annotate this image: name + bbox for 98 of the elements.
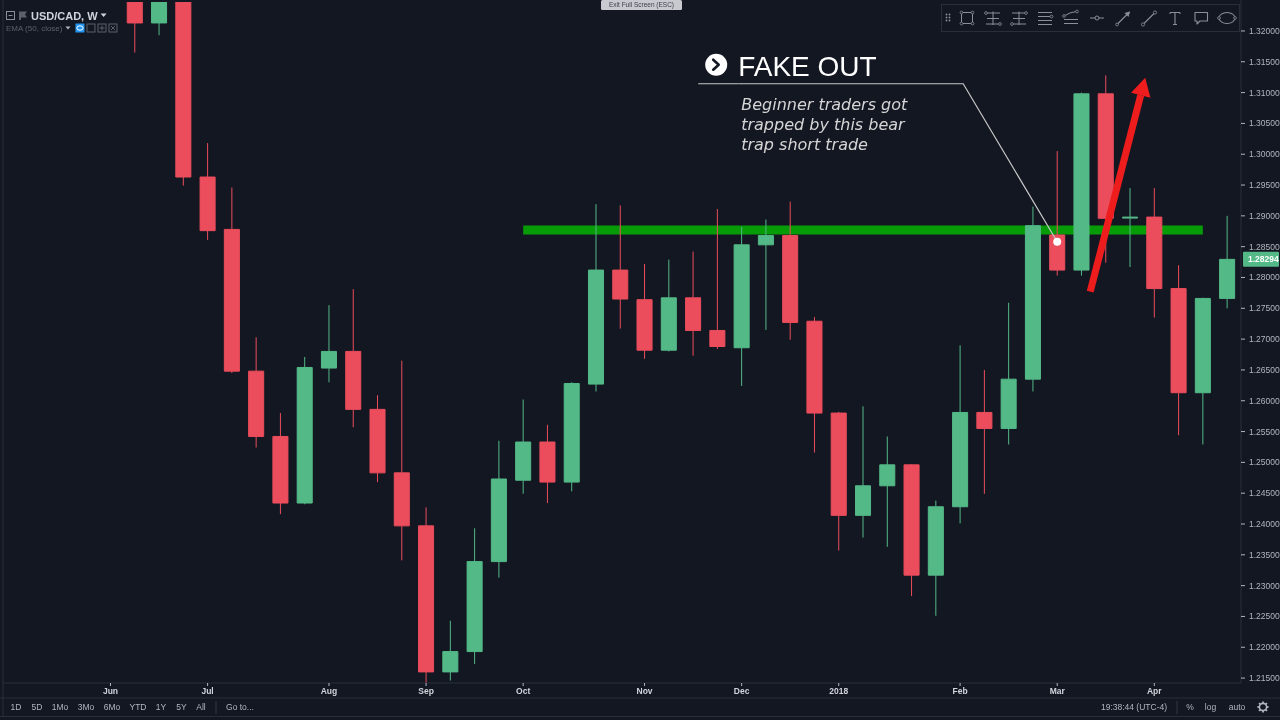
candlestick bbox=[1219, 215, 1236, 309]
candlestick bbox=[1194, 297, 1211, 445]
text: USD/CAD, W bbox=[31, 9, 99, 22]
candlestick bbox=[248, 336, 265, 449]
candlestick bbox=[539, 424, 556, 504]
candlestick bbox=[927, 500, 944, 617]
text: 19:38:44 (UTC-4) bbox=[1100, 702, 1168, 712]
text: 1Mo bbox=[51, 702, 69, 712]
x-tick-label: Aug bbox=[320, 685, 338, 696]
text: auto bbox=[1228, 702, 1246, 712]
y-tick-label: 1.30000 bbox=[1249, 149, 1280, 160]
y-tick-label: 1.30500 bbox=[1249, 118, 1280, 129]
text: 1Y bbox=[155, 702, 167, 712]
y-tick-label: 1.31000 bbox=[1249, 87, 1280, 98]
x-tick-label: Nov bbox=[636, 685, 653, 696]
candlestick bbox=[369, 394, 386, 483]
x-tick-label: Mar bbox=[1049, 685, 1066, 696]
candlestick bbox=[1170, 264, 1187, 436]
text: 3Mo bbox=[77, 702, 95, 712]
annotation: Beginner traders got trapped by this bear trap short trade bbox=[741, 94, 909, 154]
x-tick-label: Oct bbox=[516, 685, 531, 696]
candlestick bbox=[199, 142, 216, 241]
text: YTD bbox=[129, 702, 147, 712]
y-tick-label: 1.26000 bbox=[1249, 395, 1280, 406]
y-tick-label: 1.24000 bbox=[1249, 519, 1280, 529]
candlestick bbox=[757, 219, 774, 331]
x-tick-label: Dec bbox=[733, 685, 750, 696]
candlestick bbox=[296, 356, 313, 505]
candlestick bbox=[587, 203, 605, 392]
candlestick bbox=[563, 381, 580, 492]
y-tick-label: 1.31500 bbox=[1249, 56, 1280, 67]
candlestick bbox=[976, 369, 993, 495]
candlestick bbox=[1097, 74, 1114, 264]
x-tick-label: Jun bbox=[102, 685, 119, 696]
y-tick-label: 1.25000 bbox=[1249, 457, 1280, 468]
candlestick bbox=[1073, 92, 1090, 277]
candlestick bbox=[612, 204, 629, 330]
candlestick bbox=[490, 440, 507, 579]
candlestick bbox=[1122, 187, 1139, 268]
candlestick bbox=[903, 463, 920, 597]
candlestick bbox=[782, 201, 799, 341]
candlestick bbox=[1146, 187, 1163, 319]
x-tick-label: Sep bbox=[418, 685, 434, 696]
candlestick bbox=[685, 251, 702, 357]
candlestick bbox=[151, 2, 168, 36]
candlestick bbox=[709, 208, 726, 350]
x-tick-label: Feb bbox=[952, 685, 968, 696]
candlestick bbox=[660, 259, 677, 352]
y-tick-label: 1.26500 bbox=[1249, 364, 1280, 375]
y-tick-label: 1.25500 bbox=[1249, 426, 1280, 437]
candlestick bbox=[223, 187, 240, 374]
candlestick bbox=[175, 2, 192, 187]
y-tick-label: 1.29000 bbox=[1249, 210, 1280, 221]
y-tick-label: 1.22000 bbox=[1249, 642, 1280, 653]
candlestick bbox=[1000, 302, 1017, 445]
text: 6Mo bbox=[103, 702, 121, 712]
x-tick-label: Jul bbox=[201, 685, 214, 696]
candlestick bbox=[418, 506, 435, 683]
candlestick bbox=[854, 405, 872, 539]
y-tick-label: 1.24500 bbox=[1249, 488, 1280, 499]
y-tick-label: 1.28500 bbox=[1249, 241, 1280, 252]
x-tick-label: Apr bbox=[1146, 685, 1163, 696]
text: Go to... bbox=[226, 702, 254, 712]
candlestick bbox=[830, 411, 847, 551]
text: 1.28294 bbox=[1248, 254, 1279, 265]
y-tick-label: 1.23500 bbox=[1249, 549, 1280, 560]
y-tick-label: 1.21500 bbox=[1249, 673, 1280, 684]
candlestick bbox=[879, 435, 896, 548]
candlestick bbox=[442, 620, 459, 682]
candlestick bbox=[952, 344, 969, 524]
text: 5Y bbox=[176, 702, 188, 712]
candlestick bbox=[636, 263, 653, 360]
candlestick bbox=[1024, 206, 1041, 392]
y-tick-label: 1.29500 bbox=[1249, 180, 1280, 191]
candlestick bbox=[466, 527, 483, 665]
y-tick-label: 1.27500 bbox=[1249, 303, 1280, 314]
candlestick bbox=[806, 316, 823, 454]
y-tick-label: 1.23000 bbox=[1249, 580, 1280, 591]
text: % bbox=[1186, 702, 1195, 712]
candlestick bbox=[515, 399, 532, 495]
y-tick-label: 1.28000 bbox=[1249, 272, 1280, 283]
text: All bbox=[196, 702, 206, 712]
text: EMA (50, close) bbox=[6, 24, 63, 33]
annotation: FAKE OUT bbox=[738, 50, 877, 82]
text: log bbox=[1204, 702, 1217, 712]
x-tick-label: 2018 bbox=[829, 685, 849, 696]
candlestick bbox=[733, 226, 750, 387]
candlestick bbox=[393, 360, 410, 561]
candlestick bbox=[126, 2, 143, 54]
candlestick bbox=[345, 288, 362, 428]
text: 1D bbox=[10, 702, 22, 712]
y-tick-label: 1.32000 bbox=[1249, 25, 1280, 36]
y-tick-label: 1.22500 bbox=[1249, 611, 1280, 622]
candlestick bbox=[1049, 150, 1066, 277]
candlestick bbox=[272, 412, 289, 515]
candlestick bbox=[320, 304, 337, 383]
y-tick-label: 1.27000 bbox=[1249, 334, 1280, 345]
text: 5D bbox=[31, 702, 43, 712]
